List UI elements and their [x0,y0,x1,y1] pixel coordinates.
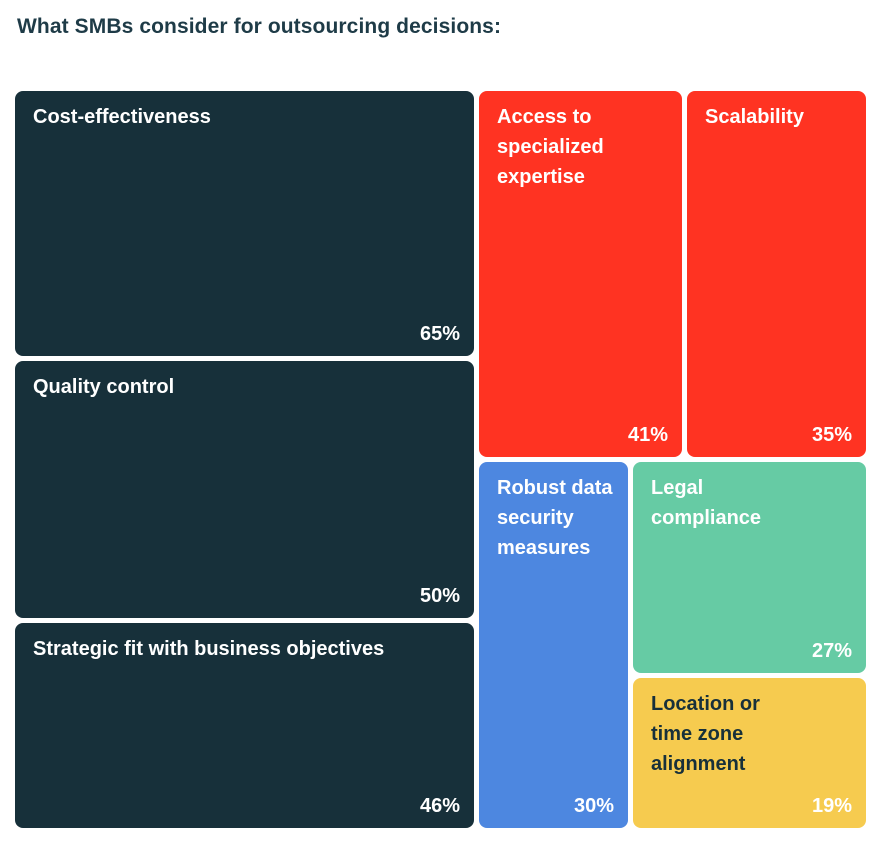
treemap-tile-label: Quality control [33,376,175,398]
treemap-tile-label: Access to specialized expertise [497,106,604,188]
treemap-tile-value: 50% [419,585,460,607]
treemap-tile-label: Location or time zone alignment [651,693,760,775]
treemap-tile-strategic-fit-with-business-objectives: Strategic fit with business objectives 46… [15,623,474,828]
treemap-tile-legal-compliance: Legal compliance 27% [633,462,866,673]
treemap-tile-value: 65% [419,323,460,345]
treemap-tile-value: 41% [627,424,668,446]
treemap-tile-value: 19% [811,795,852,817]
treemap-tile-access-to-specialized-expertise: Access to specialized expertise 41% [479,91,682,457]
treemap-tile-scalability: Scalability 35% [687,91,866,457]
treemap-tile-quality-control: Quality control 50% [15,361,474,618]
treemap-tile-value: 30% [573,795,614,817]
treemap-tile-label: Robust data security measures [497,477,613,559]
treemap-tile-cost-effectiveness: Cost-effectiveness 65% [15,91,474,356]
treemap-tile-label: Scalability [705,106,804,128]
treemap-tile-value: 27% [811,640,852,662]
treemap-tile-value: 46% [419,795,460,817]
treemap-tile-label: Strategic fit with business objectives [33,638,385,660]
treemap-tile-robust-data-security-measures: Robust data security measures 30% [479,462,628,828]
treemap-tile-label: Legal compliance [651,477,762,529]
treemap-tile-location-or-time-zone-alignment: Location or time zone alignment 19% [633,678,866,828]
chart-title: What SMBs consider for outsourcing decis… [17,15,502,38]
treemap-tile-label: Cost-effectiveness [33,106,211,128]
treemap-tile-value: 35% [811,424,852,446]
